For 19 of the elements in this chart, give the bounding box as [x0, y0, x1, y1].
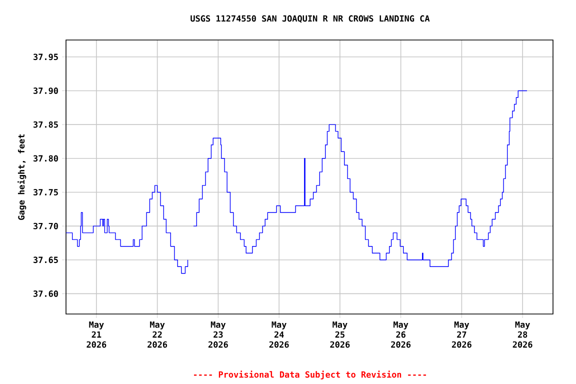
- chart-title: USGS 11274550 SAN JOAQUIN R NR CROWS LANDING CA: [190, 15, 430, 23]
- x-tick-label: May 21 2026: [86, 322, 106, 348]
- x-tick-label: May 24 2026: [269, 322, 289, 348]
- x-tick-label: May 22 2026: [148, 322, 168, 348]
- x-tick-label: May 27 2026: [452, 322, 472, 348]
- x-tick-label: May 23 2026: [208, 322, 228, 348]
- y-tick-label: 37.70: [34, 222, 58, 230]
- y-tick-label: 37.90: [34, 88, 58, 94]
- y-tick-label: 37.60: [34, 290, 58, 297]
- y-tick-label: 37.65: [34, 256, 58, 264]
- y-tick-label: 37.80: [34, 155, 58, 162]
- x-tick-label: May 25 2026: [330, 322, 350, 348]
- y-tick-label: 37.75: [34, 189, 58, 196]
- y-tick-label: 37.85: [34, 121, 58, 128]
- text: ---- Provisional Data Subject to Revision ----: [194, 370, 426, 380]
- x-tick-label: May 28 2026: [512, 322, 532, 348]
- x-tick-label: May 26 2026: [391, 322, 411, 348]
- y-axis-title: Gage height, feet: [18, 134, 26, 220]
- y-tick-label: 37.95: [34, 54, 58, 60]
